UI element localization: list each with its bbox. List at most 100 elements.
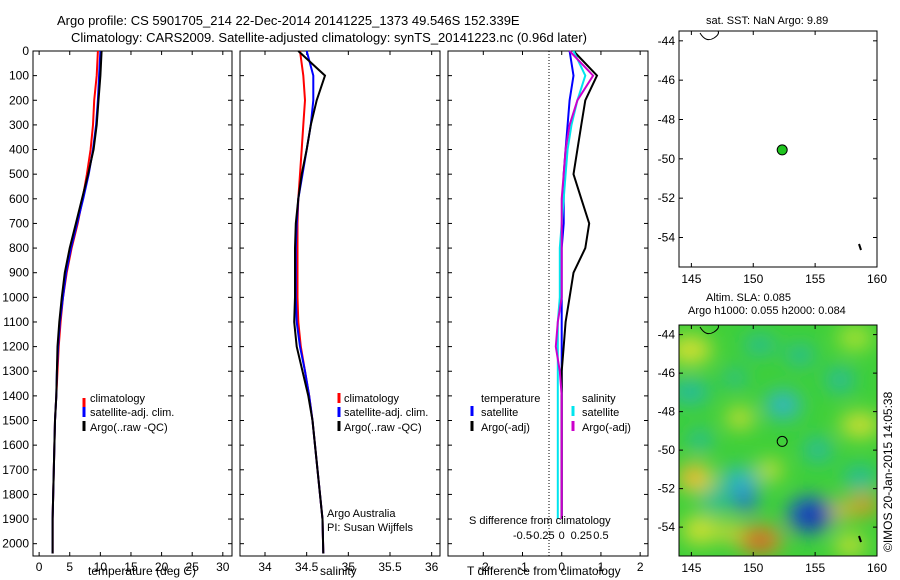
top-tick-label: 0.5 — [593, 530, 608, 542]
map-y-tick-label: -44 — [658, 328, 676, 342]
depth-tick-label: 500 — [9, 167, 29, 181]
x-tick-label: 0 — [36, 560, 43, 574]
coastline-islet — [858, 243, 862, 251]
legend-label-argo: Argo(..raw -QC) — [90, 422, 168, 434]
depth-tick-label: 2000 — [2, 537, 29, 551]
map-y-tick-label: -48 — [658, 113, 676, 127]
sst-map: sat. SST: NaN Argo: 9.89 145 150 155 160 -44… — [658, 15, 888, 286]
map-x-tick-label: 150 — [743, 272, 763, 286]
map-y-tick-label: -48 — [658, 405, 676, 419]
x-tick-label: 34.5 — [295, 560, 319, 574]
temperature-lines — [51, 50, 103, 554]
map-x-tick-label: 155 — [805, 561, 825, 575]
sla-field — [679, 325, 877, 556]
map-x-tick-label: 155 — [805, 272, 825, 286]
depth-axis: 0 100 200 300 400 500 600 700 800 900 1000 1100 1200… — [2, 44, 232, 551]
salinity-xlabel: salinity — [320, 564, 357, 578]
legend-label-argo: Argo(..raw -QC) — [344, 422, 422, 434]
map-x-tick-label: 145 — [681, 561, 701, 575]
x-tick-label: 36 — [425, 560, 439, 574]
depth-tick-label: 1000 — [2, 290, 29, 304]
coastline-islet — [858, 535, 862, 543]
depth-tick-label: 1400 — [2, 389, 29, 403]
depth-tick-label: 1800 — [2, 487, 29, 501]
temperature-legend: climatology satellite-adj. clim. Argo(..… — [82, 393, 174, 434]
x-tick-label: -2 — [478, 560, 489, 574]
map-y-tick-label: -54 — [658, 520, 676, 534]
map-y-tick-label: -52 — [658, 191, 676, 205]
map-y-tick-label: -50 — [658, 152, 676, 166]
argo-float-marker — [776, 435, 788, 447]
legend-title-salinity: salinity — [582, 393, 616, 405]
top-tick-label: 0 — [559, 530, 565, 542]
depth-tick-label: 100 — [9, 69, 29, 83]
coastline-island — [699, 30, 719, 41]
temperature-xlabel: temperature (deg C) — [88, 564, 196, 578]
x-tick-label: 35 — [342, 560, 356, 574]
x-tick-label: 15 — [124, 560, 138, 574]
depth-tick-label: 0 — [22, 44, 29, 58]
x-tick-label: 0 — [558, 560, 565, 574]
depth-tick-label: 1700 — [2, 463, 29, 477]
map-y-tick-label: -46 — [658, 73, 676, 87]
salinity-y-ticks — [240, 50, 440, 545]
sla-map-title-line1: Altim. SLA: 0.085 — [706, 292, 791, 304]
series-line-argo-raw-qc- — [293, 50, 327, 554]
difference-top-ticks: -0.5-0.25 0 0.25 0.5 — [513, 530, 609, 542]
depth-tick-label: 1600 — [2, 438, 29, 452]
temperature-panel: 0100200300400500600700800900100011001200… — [2, 44, 233, 578]
top-tick-label: -0.5 — [513, 530, 532, 542]
x-tick-label: 20 — [155, 560, 169, 574]
map-x-tick-label: 150 — [743, 561, 763, 575]
legend-label-satellite: satellite-adj. clim. — [90, 407, 174, 419]
x-tick-label: 10 — [94, 560, 108, 574]
difference-panel: -2 -1 0 1 2 temperature satellite Argo(-adj)… — [447, 50, 649, 578]
map-x-tick-label: 160 — [867, 561, 887, 575]
annotation-pi: PI: Susan Wijffels — [327, 522, 413, 534]
figure-title-line1: Argo profile: CS 5901705_214 22-Dec-2014… — [57, 13, 520, 28]
difference-y-ticks — [448, 50, 648, 545]
sla-map-title-line2: Argo h1000: 0.055 h2000: 0.084 — [688, 305, 846, 317]
difference-lines — [554, 50, 599, 519]
map-y-tick-label: -50 — [658, 443, 676, 457]
coastline-island — [699, 324, 719, 335]
top-tick-label: -0.25 — [530, 530, 555, 542]
sla-map: Altim. SLA: 0.085 Argo h1000: 0.055 h200… — [658, 292, 888, 575]
series-line-argo-raw-qc- — [51, 50, 103, 554]
difference-top-label: S difference from climatology — [469, 515, 611, 527]
x-tick-label: 30 — [216, 560, 230, 574]
temperature-x-axis: 0 5 10 15 20 25 30 — [36, 51, 230, 574]
legend-label-t-satellite: satellite — [481, 407, 518, 419]
map-y-tick-label: -46 — [658, 366, 676, 380]
salinity-axes-box — [239, 50, 441, 557]
legend-label-s-satellite: satellite — [582, 407, 619, 419]
difference-x-axis: -2 -1 0 1 2 — [478, 51, 644, 574]
salinity-panel: 34 34.5 35 35.5 36 climatology satellite-adj… — [239, 50, 441, 578]
depth-tick-label: 200 — [9, 93, 29, 107]
top-tick-label: 0.25 — [571, 530, 592, 542]
depth-tick-label: 1500 — [2, 414, 29, 428]
map-y-tick-label: -44 — [658, 34, 676, 48]
legend-label-satellite: satellite-adj. clim. — [344, 407, 428, 419]
difference-xlabel: T difference from climatology — [467, 564, 621, 578]
sla-map-box — [678, 324, 878, 557]
legend-label-climatology: climatology — [344, 393, 400, 405]
map-x-tick-label: 160 — [867, 272, 887, 286]
x-tick-label: -1 — [517, 560, 528, 574]
depth-tick-label: 400 — [9, 143, 29, 157]
x-tick-label: 34 — [258, 560, 272, 574]
imos-timestamp: ©IMOS 20-Jan-2015 14:05:38 — [881, 391, 895, 552]
x-tick-label: 5 — [66, 560, 73, 574]
x-tick-label: 25 — [186, 560, 200, 574]
map-x-tick-label: 145 — [681, 272, 701, 286]
legend-label-climatology: climatology — [90, 393, 146, 405]
salinity-legend: climatology satellite-adj. clim. Argo(..… — [337, 393, 428, 434]
map-y-tick-label: -52 — [658, 482, 676, 496]
difference-legend: temperature satellite Argo(-adj) salinit… — [470, 393, 631, 434]
x-tick-label: 1 — [598, 560, 605, 574]
depth-tick-label: 1100 — [3, 315, 29, 329]
sst-map-axes: 145 150 155 160 -44 -46 -48 -50 -52 -54 — [658, 31, 887, 286]
legend-label-t-argo: Argo(-adj) — [481, 422, 530, 434]
temperature-axes-box — [32, 50, 233, 557]
